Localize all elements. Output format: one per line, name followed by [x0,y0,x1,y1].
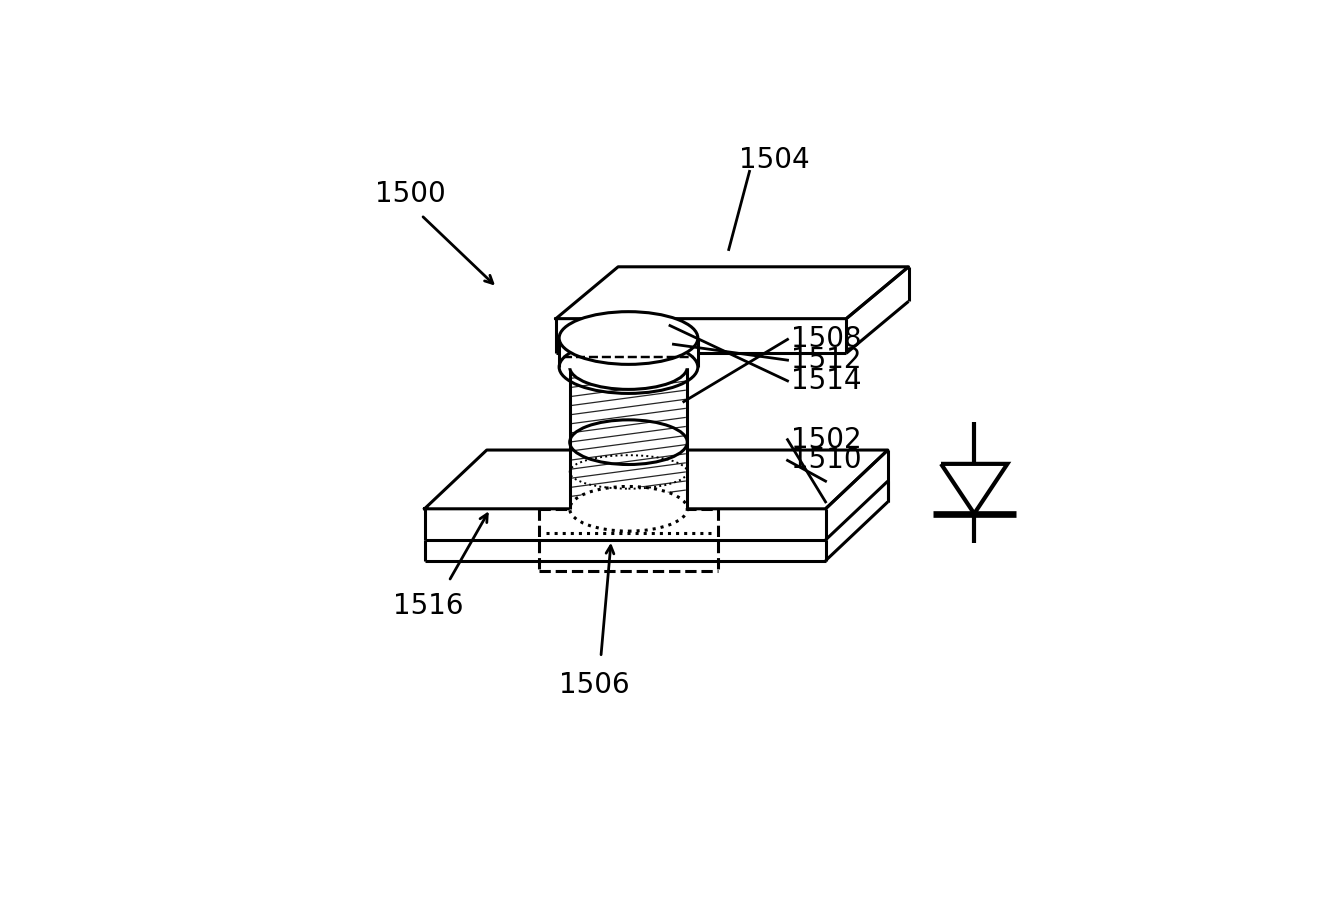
Text: 1506: 1506 [559,671,630,700]
Ellipse shape [570,345,687,390]
Polygon shape [425,450,888,509]
Text: 1504: 1504 [739,145,810,173]
Text: 1514: 1514 [791,367,861,395]
Polygon shape [570,367,687,509]
Text: 1502: 1502 [791,426,862,453]
Text: 1510: 1510 [791,446,862,474]
Text: 1512: 1512 [791,346,861,374]
Polygon shape [941,464,1007,514]
Ellipse shape [570,487,687,531]
Text: 1508: 1508 [791,325,862,354]
Text: 1516: 1516 [393,592,464,620]
Text: 1500: 1500 [374,180,445,208]
Ellipse shape [559,312,697,365]
Polygon shape [559,338,697,367]
Polygon shape [557,267,909,319]
